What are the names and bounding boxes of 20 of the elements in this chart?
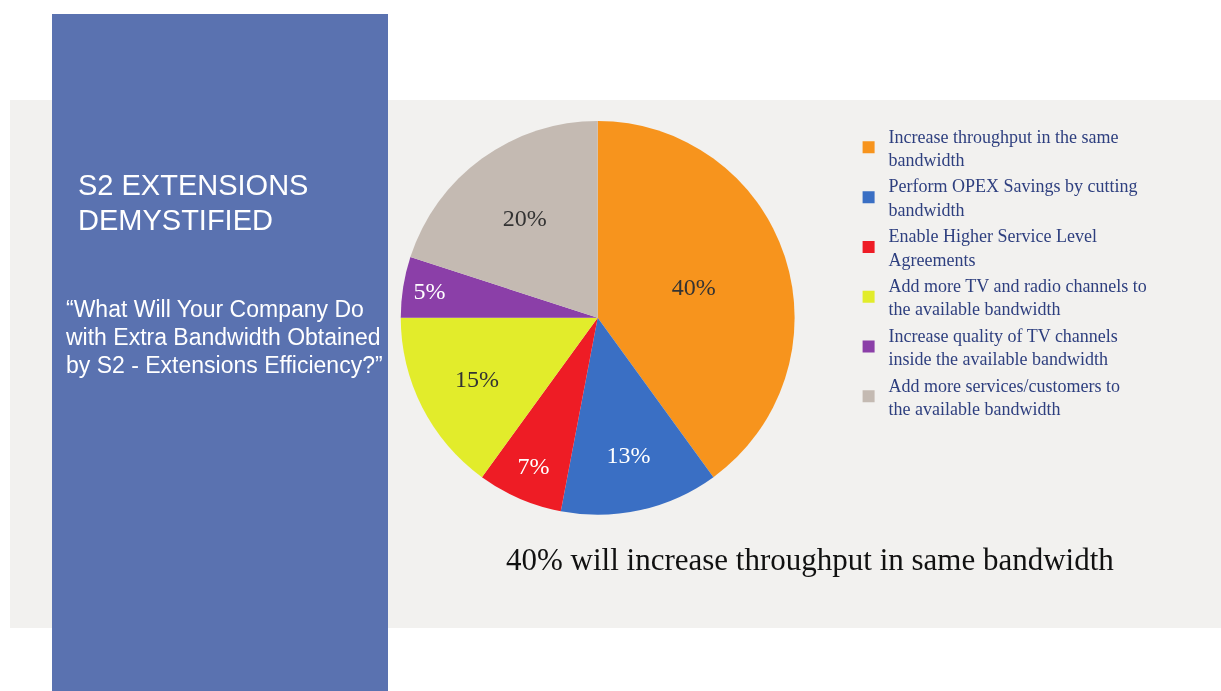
legend-label: Increase throughput in the same bandwidth: [888, 126, 1119, 171]
legend-label: Enable Higher Service Level Agreements: [888, 226, 1097, 270]
data-label: 7%: [517, 453, 550, 480]
pie-slice: [400, 317, 598, 478]
text: “What Will Your Company Do with Extra Bandwidth Obtained by S2 - Extensions Efficiency?”: [66, 295, 384, 379]
data-label: 15%: [455, 366, 499, 393]
legend-label: Perform OPEX Savings by cutting bandwidth: [888, 176, 1138, 220]
data-label: 40%: [671, 273, 716, 300]
legend-label: Increase quality of TV channels inside the available bandwidth: [888, 325, 1118, 370]
data-label: 20%: [502, 204, 547, 231]
data-label: 5%: [413, 278, 446, 305]
pie-slice: [597, 120, 795, 478]
legend-label: Add more TV and radio channels to the available bandwidth: [888, 276, 1147, 320]
text: S2 EXTENSIONS DEMYSTIFIED: [78, 168, 310, 238]
pie-slice: [410, 120, 598, 318]
text: 40% will increase throughput in same bandwidth: [506, 542, 1115, 577]
legend-label: Add more services/customers to the available bandwidth: [888, 375, 1121, 420]
pie-slice: [400, 257, 598, 318]
data-label: 13%: [606, 442, 651, 469]
pie-slice: [560, 317, 714, 515]
